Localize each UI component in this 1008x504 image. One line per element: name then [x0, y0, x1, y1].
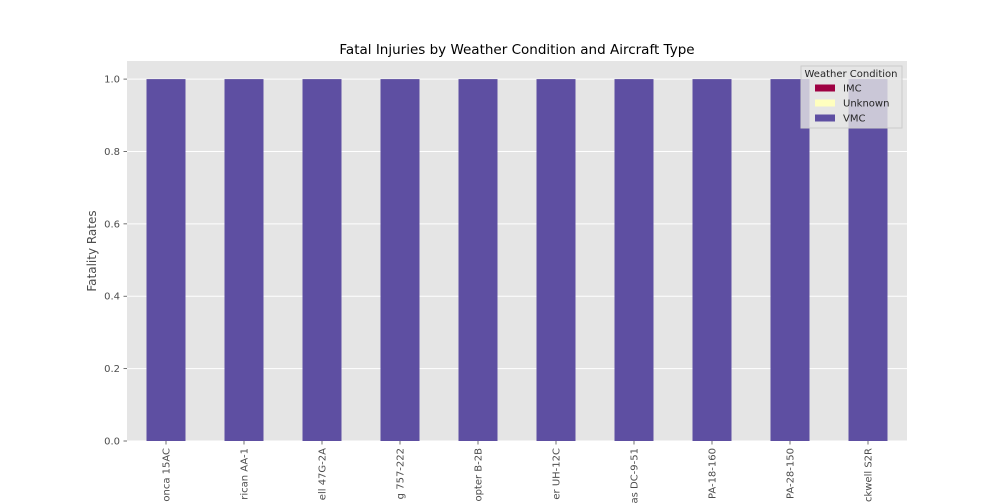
y-axis-label: Fatality Rates [85, 210, 99, 291]
x-tick-label: rican AA-1 [240, 448, 251, 500]
bar-vmc [458, 79, 498, 441]
legend-label-imc: IMC [843, 84, 862, 95]
legend-swatch-unknown [815, 99, 835, 107]
chart-title: Fatal Injuries by Weather Condition and … [339, 42, 694, 58]
y-tick-label: 0.4 [104, 292, 120, 303]
bar-vmc [380, 79, 420, 441]
bar-vmc [536, 79, 576, 441]
bar-vmc [848, 79, 888, 441]
x-tick-label: er UH-12C [552, 448, 563, 500]
x-axis: onca 15AC rican AA-1 ell 47G-2A g 757-222 op… [162, 441, 875, 504]
y-tick-label: 0.0 [104, 437, 120, 448]
y-tick-label: 0.8 [104, 147, 120, 158]
bar-vmc [146, 79, 186, 441]
legend-title: Weather Condition [804, 69, 897, 80]
bar-vmc [224, 79, 264, 441]
x-tick-label: PA-18-160 [708, 448, 719, 499]
x-tick-label: ckwell S2R [864, 448, 875, 502]
y-tick-label: 0.6 [104, 219, 120, 230]
bar-vmc [614, 79, 654, 441]
y-tick-label: 1.0 [104, 75, 120, 86]
x-tick-label: opter B-2B [474, 448, 485, 502]
x-tick-label: onca 15AC [162, 448, 173, 502]
x-tick-label: as DC-9-51 [630, 448, 641, 504]
bar-vmc [302, 79, 342, 441]
y-tick-label: 0.2 [104, 364, 120, 375]
x-tick-label: ell 47G-2A [318, 448, 329, 500]
y-axis: 0.0 0.2 0.4 0.6 0.8 1.0 [104, 75, 127, 448]
bars [146, 79, 888, 441]
x-tick-label: g 757-222 [396, 448, 407, 499]
legend-label-unknown: Unknown [843, 99, 889, 110]
bar-vmc [770, 79, 810, 441]
legend-label-vmc: VMC [843, 114, 865, 125]
legend-swatch-vmc [815, 114, 835, 122]
legend-swatch-imc [815, 84, 835, 92]
legend: Weather Condition IMC Unknown VMC [800, 65, 903, 129]
x-tick-label: PA-28-150 [786, 448, 797, 499]
bar-vmc [692, 79, 732, 441]
